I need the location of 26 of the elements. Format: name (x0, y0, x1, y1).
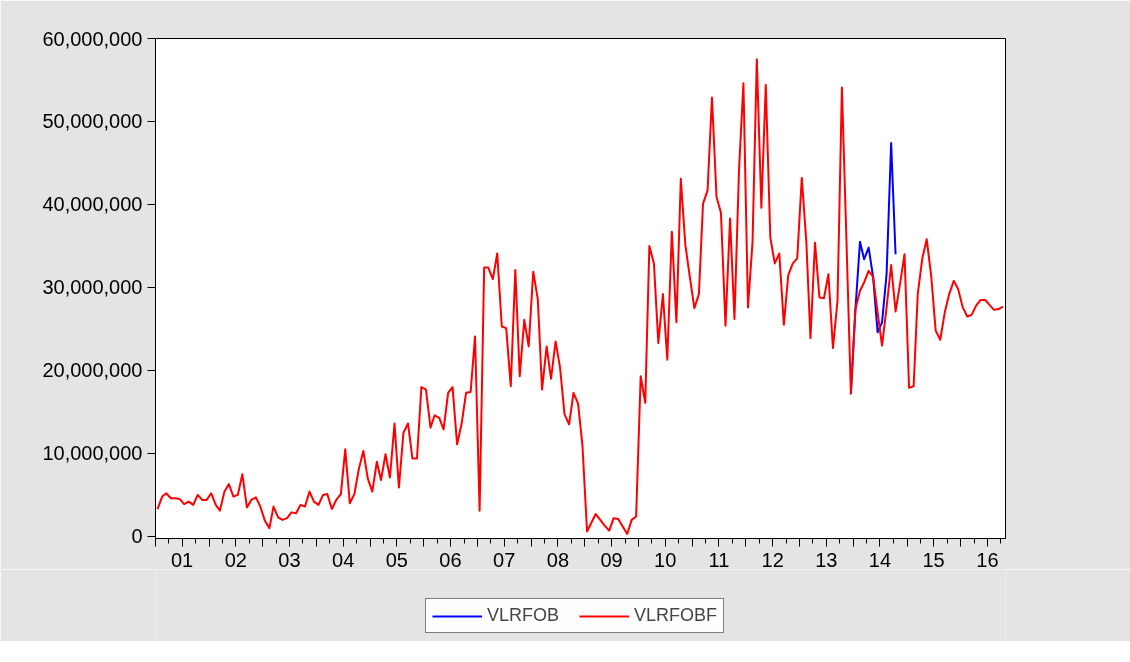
x-tick-label: 10 (654, 548, 677, 571)
x-tick-label: 11 (708, 548, 730, 571)
y-tick-label: 20,000,000 (42, 359, 143, 382)
x-tick-label: 07 (493, 548, 516, 571)
y-tick-label: 60,000,000 (42, 27, 143, 50)
x-tick-label: 12 (761, 548, 784, 571)
legend-label: VLRFOB (487, 605, 560, 626)
x-tick-label: 04 (332, 548, 355, 571)
y-tick-label: 0 (131, 525, 143, 548)
x-tick-label: 16 (976, 548, 999, 571)
y-tick-label: 40,000,000 (42, 193, 143, 216)
x-tick-label: 01 (170, 548, 194, 571)
x-tick-label: 03 (278, 548, 301, 571)
y-tick-label: 30,000,000 (42, 276, 143, 299)
line-series (156, 58, 1004, 535)
x-tick-label: 05 (385, 548, 408, 571)
y-tick-label: 50,000,000 (42, 110, 143, 133)
x-tick-label: 13 (815, 548, 838, 571)
x-tick-label: 08 (546, 548, 570, 571)
x-tick-label: 06 (439, 548, 462, 571)
x-tick-label: 02 (224, 548, 247, 571)
x-tick-label: 09 (600, 548, 623, 571)
y-tick-label: 10,000,000 (42, 442, 143, 465)
x-tick-label: 15 (922, 548, 945, 571)
legend-label: VLRFOBF (634, 605, 718, 626)
x-tick-label: 14 (868, 548, 892, 571)
